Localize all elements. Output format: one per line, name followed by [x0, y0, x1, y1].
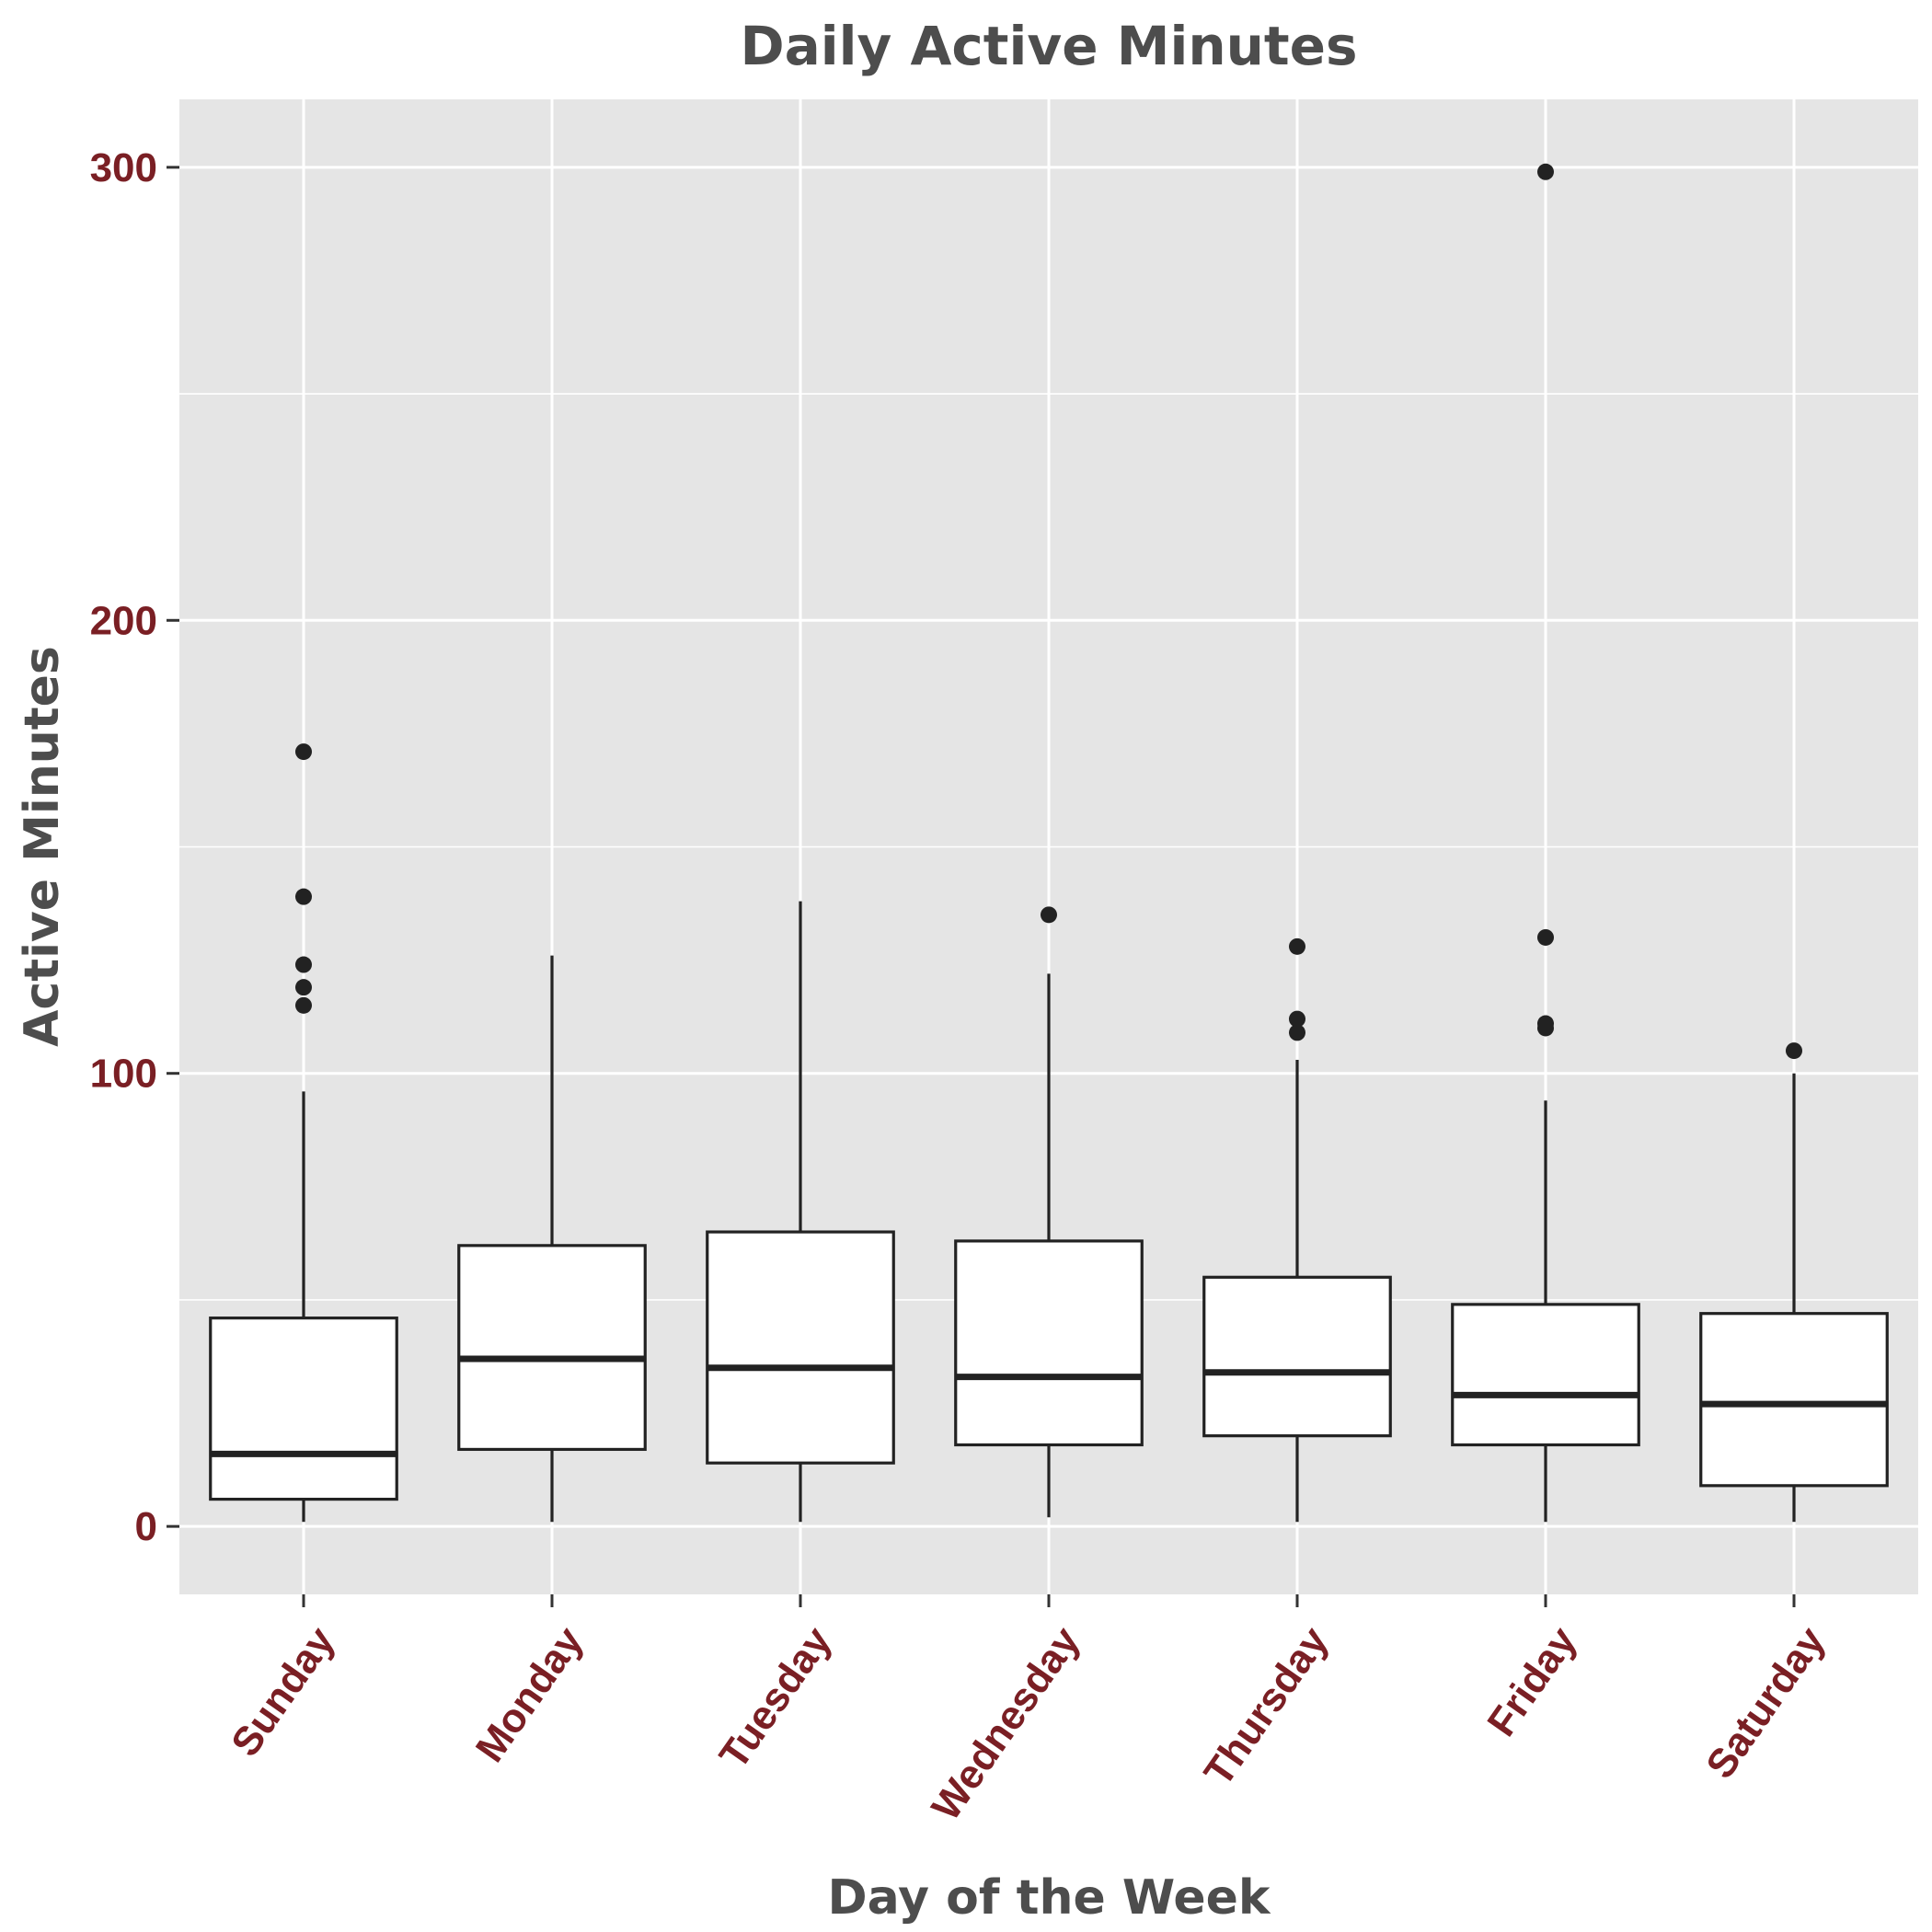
- x-axis: Sunday Monday Tuesday Wednesday Thursday Frid…: [223, 1594, 1834, 1829]
- outlier-point: [1041, 906, 1057, 924]
- outlier-point: [295, 888, 312, 905]
- y-tick-label: 100: [90, 1052, 157, 1097]
- outlier-point: [1537, 928, 1554, 946]
- box-monday: [457, 955, 647, 1523]
- y-tick-label: 200: [90, 598, 157, 643]
- boxes-layer: [209, 163, 1889, 1523]
- x-tick-label: Saturday: [1697, 1618, 1834, 1787]
- y-axis: 0 100 200 300: [90, 145, 179, 1549]
- y-axis-title: Active Minutes: [15, 646, 70, 1047]
- x-axis-title: Day of the Week: [828, 1870, 1271, 1926]
- outlier-point: [1289, 937, 1305, 955]
- y-tick-label: 0: [135, 1504, 157, 1549]
- iqr-box: [209, 1317, 398, 1501]
- box-saturday: [1699, 1042, 1889, 1523]
- iqr-box: [706, 1230, 895, 1465]
- outlier-point: [1289, 1010, 1305, 1028]
- y-tick-label: 300: [90, 145, 157, 190]
- iqr-box: [954, 1239, 1144, 1447]
- iqr-box: [457, 1244, 647, 1452]
- box-friday: [1451, 163, 1640, 1523]
- x-tick-label: Wednesday: [923, 1618, 1088, 1828]
- outlier-point: [1289, 1024, 1305, 1041]
- iqr-box: [1699, 1312, 1889, 1488]
- outlier-point: [1786, 1042, 1802, 1060]
- box-wednesday: [954, 906, 1144, 1518]
- box-sunday: [209, 743, 398, 1523]
- x-tick-label: Thursday: [1196, 1618, 1338, 1794]
- outlier-point: [1537, 163, 1554, 180]
- x-tick-label: Sunday: [223, 1618, 344, 1765]
- box-thursday: [1202, 937, 1392, 1523]
- x-tick-label: Tuesday: [711, 1618, 841, 1777]
- chart-title: Daily Active Minutes: [740, 15, 1357, 77]
- outlier-point: [295, 979, 312, 996]
- iqr-box: [1451, 1303, 1640, 1447]
- outlier-point: [295, 996, 312, 1014]
- x-tick-label: Friday: [1478, 1618, 1585, 1744]
- iqr-box: [1202, 1275, 1392, 1438]
- outlier-point: [295, 956, 312, 973]
- outlier-point: [1537, 1019, 1554, 1037]
- outlier-point: [295, 743, 312, 761]
- box-tuesday: [706, 901, 895, 1523]
- x-tick-label: Monday: [467, 1618, 592, 1770]
